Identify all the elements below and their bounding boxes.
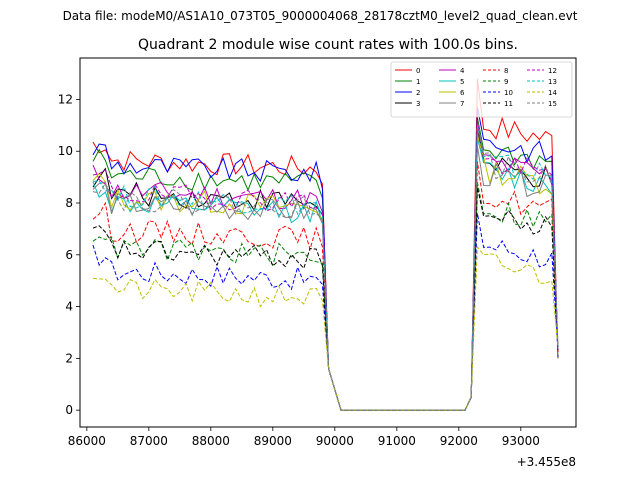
y-tick-label: 2 [65, 351, 73, 365]
y-tick-label: 4 [65, 300, 73, 314]
legend-label-10: 10 [504, 89, 513, 97]
series-line-15 [92, 127, 559, 411]
x-tick-label: 92000 [440, 434, 478, 448]
legend-label-7: 7 [460, 100, 464, 108]
legend-frame [390, 61, 573, 118]
x-tick-label: 89000 [254, 434, 292, 448]
legend-label-13: 13 [548, 78, 557, 86]
series-layer [92, 78, 559, 411]
y-tick-label: 10 [58, 144, 73, 158]
legend-label-6: 6 [460, 89, 465, 97]
legend-label-4: 4 [460, 67, 465, 75]
legend-label-2: 2 [416, 89, 420, 97]
series-line-3 [92, 127, 559, 411]
plot-area-frame [79, 57, 577, 428]
series-line-8 [92, 161, 559, 411]
chart-title: Quadrant 2 module wise count rates with … [138, 37, 518, 53]
legend-label-12: 12 [548, 67, 557, 75]
series-line-14 [92, 245, 559, 411]
x-tick-label: 93000 [502, 434, 540, 448]
series-line-2 [92, 107, 559, 411]
series-line-0 [92, 78, 559, 411]
y-tick-label: 6 [65, 248, 73, 262]
y-tick-label: 8 [65, 196, 73, 210]
series-line-12 [92, 120, 559, 411]
series-line-6 [92, 135, 559, 411]
legend-label-15: 15 [548, 100, 557, 108]
x-axis-offset-label: +3.455e8 [517, 455, 576, 469]
legend-label-0: 0 [416, 67, 420, 75]
y-tick-label: 12 [58, 92, 73, 106]
legend-label-11: 11 [504, 100, 513, 108]
x-axis-ticks: 86000 87000 88000 89000 90000 91000 92000 93000 [68, 427, 540, 448]
legend-label-1: 1 [416, 78, 420, 86]
x-tick-label: 87000 [130, 434, 168, 448]
legend-label-8: 8 [504, 67, 508, 75]
legend-label-9: 9 [504, 78, 508, 86]
x-tick-label: 86000 [68, 434, 106, 448]
y-tick-label: 0 [65, 403, 73, 417]
series-line-9 [92, 182, 559, 411]
series-line-11 [92, 187, 559, 411]
data-file-title: Data file: modeM0/AS1A10_073T05_90000040… [63, 9, 578, 23]
legend-label-3: 3 [416, 100, 420, 108]
series-line-13 [92, 125, 559, 411]
y-axis-ticks: 0 2 4 6 8 10 12 [58, 92, 80, 417]
x-tick-label: 91000 [378, 434, 416, 448]
x-tick-label: 90000 [316, 434, 354, 448]
series-line-1 [92, 117, 559, 411]
x-tick-label: 88000 [192, 434, 230, 448]
series-line-10 [92, 213, 559, 411]
legend-label-14: 14 [548, 89, 557, 97]
legend-label-5: 5 [460, 78, 464, 86]
